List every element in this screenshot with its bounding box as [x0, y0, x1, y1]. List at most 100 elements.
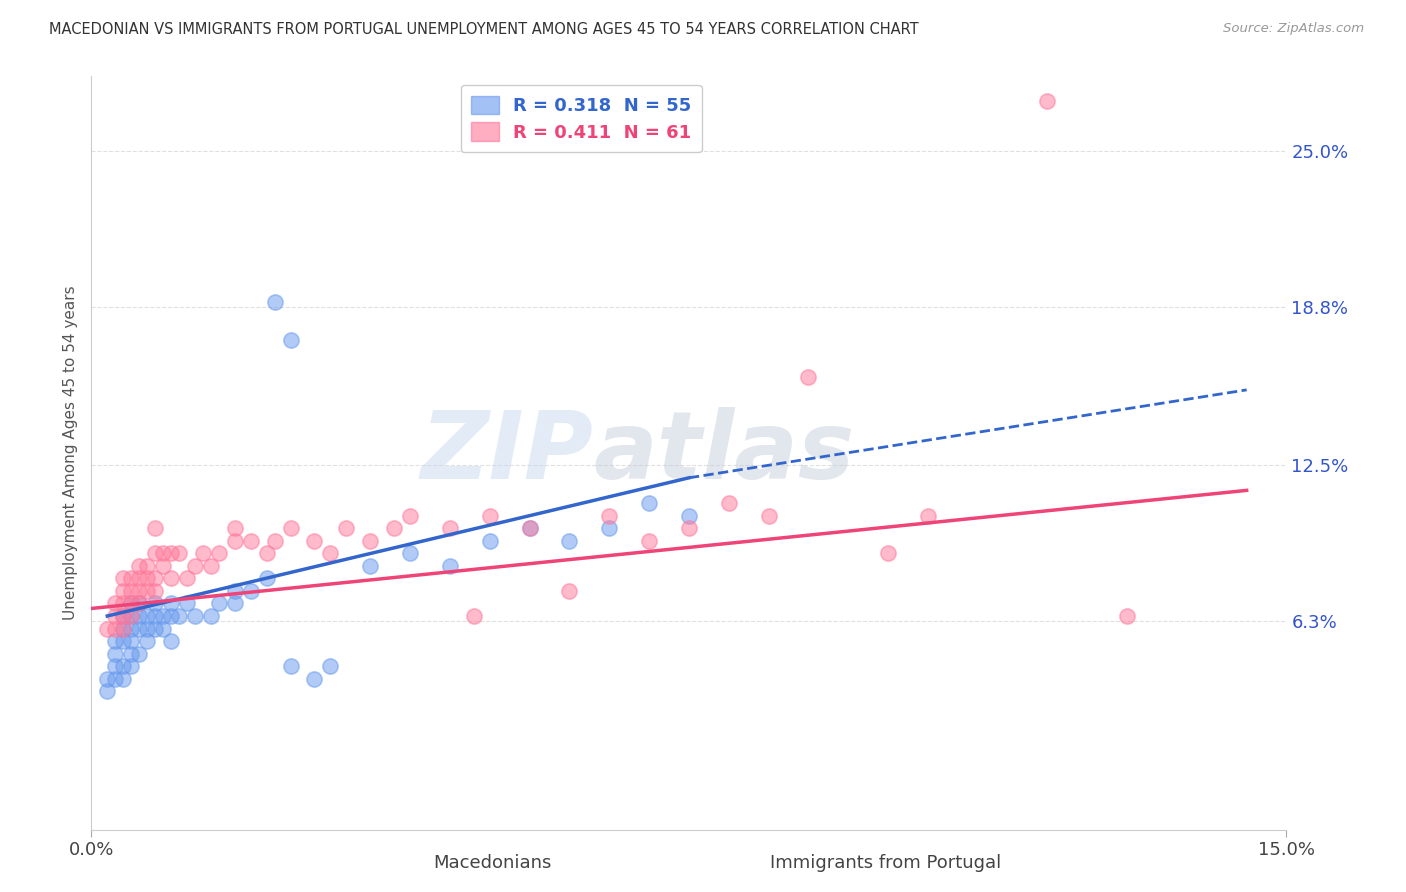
Point [280, 659, 302, 673]
Point [256, 571, 278, 585]
Legend: R = 0.318  N = 55, R = 0.411  N = 61: R = 0.318 N = 55, R = 0.411 N = 61 [461, 85, 702, 153]
Point [160, 609, 183, 624]
Point [263, 533, 285, 548]
Point [558, 583, 581, 598]
Point [160, 634, 183, 648]
Point [280, 521, 302, 535]
Point [239, 533, 262, 548]
Point [96, 672, 118, 686]
Point [104, 672, 127, 686]
Point [143, 521, 166, 535]
Point [399, 546, 422, 560]
Point [143, 571, 166, 585]
Point [136, 571, 159, 585]
Point [112, 622, 135, 636]
Point [143, 596, 166, 610]
Point [112, 596, 135, 610]
Text: Macedonians: Macedonians [433, 855, 551, 872]
Point [638, 533, 661, 548]
Point [152, 546, 174, 560]
Point [184, 609, 207, 624]
Point [128, 609, 150, 624]
Point [176, 596, 198, 610]
Point [112, 622, 135, 636]
Point [256, 546, 278, 560]
Point [598, 521, 620, 535]
Point [120, 583, 142, 598]
Text: MACEDONIAN VS IMMIGRANTS FROM PORTUGAL UNEMPLOYMENT AMONG AGES 45 TO 54 YEARS CO: MACEDONIAN VS IMMIGRANTS FROM PORTUGAL U… [49, 22, 920, 37]
Point [598, 508, 620, 523]
Point [112, 634, 135, 648]
Text: atlas: atlas [593, 407, 855, 499]
Point [112, 609, 135, 624]
Point [112, 571, 135, 585]
Point [136, 634, 159, 648]
Point [136, 558, 159, 573]
Text: Source: ZipAtlas.com: Source: ZipAtlas.com [1223, 22, 1364, 36]
Point [439, 521, 461, 535]
Point [439, 558, 461, 573]
Point [112, 583, 135, 598]
Point [167, 546, 190, 560]
Point [758, 508, 780, 523]
Point [200, 558, 222, 573]
Point [478, 533, 501, 548]
Text: ZIP: ZIP [420, 407, 593, 499]
Point [399, 508, 422, 523]
Y-axis label: Unemployment Among Ages 45 to 54 years: Unemployment Among Ages 45 to 54 years [62, 285, 77, 620]
Point [200, 609, 222, 624]
Point [167, 609, 190, 624]
Point [104, 634, 127, 648]
Point [128, 622, 150, 636]
Point [224, 596, 246, 610]
Point [136, 583, 159, 598]
Point [478, 508, 501, 523]
Point [152, 609, 174, 624]
Point [120, 596, 142, 610]
Point [136, 609, 159, 624]
Point [112, 672, 135, 686]
Point [160, 596, 183, 610]
Point [112, 609, 135, 624]
Point [120, 609, 142, 624]
Point [917, 508, 939, 523]
Point [224, 533, 246, 548]
Text: Immigrants from Portugal: Immigrants from Portugal [770, 855, 1001, 872]
Point [335, 521, 357, 535]
Point [678, 508, 700, 523]
Point [128, 558, 150, 573]
Point [128, 596, 150, 610]
Point [239, 583, 262, 598]
Point [359, 558, 381, 573]
Point [96, 622, 118, 636]
Point [280, 333, 302, 347]
Point [519, 521, 541, 535]
Point [519, 521, 541, 535]
Point [304, 672, 326, 686]
Point [128, 647, 150, 661]
Point [143, 622, 166, 636]
Point [304, 533, 326, 548]
Point [104, 647, 127, 661]
Point [104, 659, 127, 673]
Point [208, 546, 231, 560]
Point [1036, 94, 1059, 108]
Point [143, 609, 166, 624]
Point [120, 571, 142, 585]
Point [224, 583, 246, 598]
Point [191, 546, 214, 560]
Point [120, 634, 142, 648]
Point [263, 294, 285, 309]
Point [176, 571, 198, 585]
Point [797, 370, 820, 384]
Point [463, 609, 485, 624]
Point [152, 622, 174, 636]
Point [208, 596, 231, 610]
Point [120, 622, 142, 636]
Point [1116, 609, 1139, 624]
Point [558, 533, 581, 548]
Point [359, 533, 381, 548]
Point [143, 583, 166, 598]
Point [382, 521, 405, 535]
Point [96, 684, 118, 698]
